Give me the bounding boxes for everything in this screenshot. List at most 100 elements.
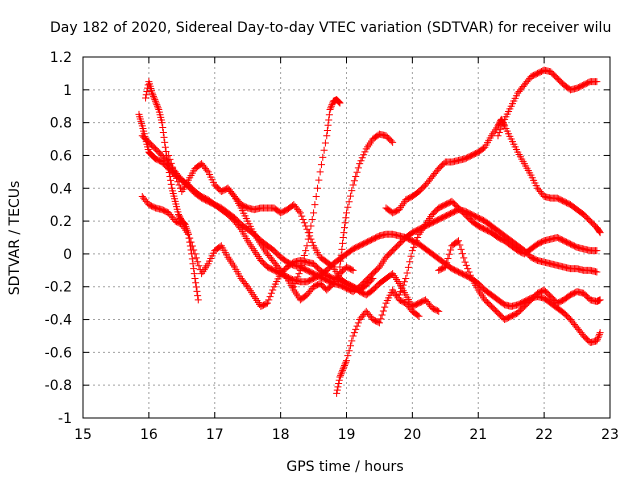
data-point	[495, 128, 503, 136]
data-point	[149, 92, 157, 100]
data-point	[310, 209, 318, 217]
data-point	[402, 275, 410, 283]
data-point	[349, 181, 357, 189]
x-tick-label: 21	[469, 427, 487, 443]
data-point	[377, 315, 385, 323]
data-point	[397, 288, 405, 296]
x-tick-label: 15	[74, 427, 92, 443]
data-point	[151, 97, 159, 105]
y-tick-label: 0.8	[50, 116, 72, 132]
data-point	[161, 143, 169, 151]
data-point	[159, 128, 167, 136]
data-point	[462, 261, 470, 269]
data-point	[142, 91, 150, 99]
data-point	[407, 252, 415, 260]
data-point	[265, 296, 273, 304]
data-point	[203, 166, 211, 174]
data-point	[465, 268, 473, 276]
data-point	[454, 237, 462, 245]
data-point	[338, 245, 346, 253]
data-point	[194, 258, 202, 266]
data-point	[445, 250, 453, 258]
data-point	[352, 325, 360, 333]
data-point	[167, 180, 175, 188]
series-arc-10	[382, 115, 604, 237]
x-tick-label: 19	[338, 427, 356, 443]
data-point	[193, 287, 201, 295]
data-point	[389, 138, 397, 146]
data-point	[165, 151, 173, 159]
data-point	[460, 254, 468, 262]
x-axis-label: GPS time / hours	[286, 459, 403, 475]
data-point	[414, 311, 422, 319]
data-point	[354, 164, 362, 172]
data-point	[346, 342, 354, 350]
data-point	[410, 243, 418, 251]
data-point	[333, 389, 341, 397]
data-point	[433, 307, 441, 315]
data-point	[188, 250, 196, 258]
x-tick-label: 17	[206, 427, 224, 443]
data-point	[167, 176, 175, 184]
data-point	[593, 247, 601, 255]
data-point	[290, 283, 298, 291]
data-point	[596, 329, 604, 337]
y-tick-label: -1	[58, 411, 72, 427]
data-point	[387, 137, 395, 145]
data-point	[308, 215, 316, 223]
data-point	[348, 266, 356, 274]
data-point	[346, 192, 354, 200]
data-point	[299, 215, 307, 223]
data-point	[191, 275, 199, 283]
data-point	[350, 177, 358, 185]
data-point	[341, 219, 349, 227]
data-point	[151, 96, 159, 104]
data-point	[165, 165, 173, 173]
data-point	[307, 222, 315, 230]
data-point	[319, 153, 327, 161]
data-point	[435, 307, 443, 315]
data-point	[165, 169, 173, 177]
data-point	[343, 209, 350, 217]
data-point	[160, 133, 168, 141]
data-point	[242, 281, 250, 289]
x-tick-label: 20	[403, 427, 421, 443]
data-point	[325, 111, 333, 119]
data-point	[340, 229, 348, 237]
y-tick-label: -0.8	[45, 378, 72, 394]
series-arc-13	[435, 237, 604, 324]
data-point	[158, 119, 166, 127]
data-point	[236, 224, 244, 232]
data-point	[337, 370, 345, 378]
data-point	[498, 122, 506, 130]
data-point	[321, 139, 329, 147]
data-point	[327, 104, 335, 112]
data-point	[162, 148, 170, 156]
data-point	[192, 279, 200, 287]
data-point	[335, 376, 343, 384]
data-point	[344, 203, 352, 211]
data-point	[458, 250, 466, 258]
data-point	[302, 247, 310, 255]
data-point	[296, 209, 304, 217]
data-point	[444, 255, 452, 263]
data-point	[298, 212, 306, 220]
y-tick-label: 1.2	[50, 50, 72, 66]
data-point	[187, 246, 195, 254]
data-point	[291, 279, 299, 287]
data-point	[341, 361, 349, 369]
data-point	[596, 229, 604, 237]
data-point	[294, 273, 302, 281]
data-point	[593, 337, 601, 345]
data-point	[170, 167, 178, 175]
data-point	[350, 329, 358, 337]
data-point	[378, 311, 386, 319]
series-arc-4	[142, 78, 202, 304]
data-point	[336, 99, 344, 107]
data-point	[189, 260, 197, 268]
data-point	[315, 176, 323, 184]
data-point	[379, 307, 387, 315]
series-arc-9	[333, 286, 423, 397]
data-point	[298, 261, 306, 269]
data-point	[456, 241, 464, 249]
